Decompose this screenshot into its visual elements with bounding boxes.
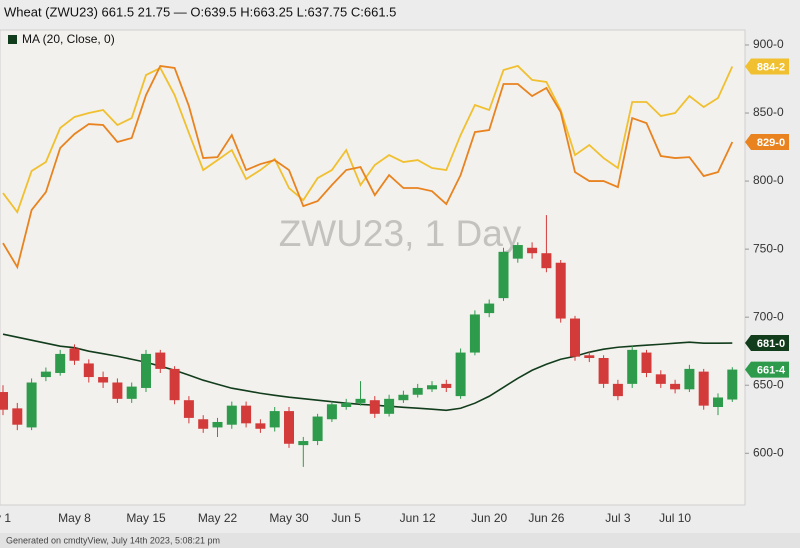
candle-body (298, 441, 309, 446)
x-tick-label: May 8 (58, 511, 91, 525)
last-value-box (745, 361, 789, 378)
candle-body (655, 374, 666, 384)
x-tick-label: Jul 3 (605, 511, 631, 525)
plot (0, 64, 738, 467)
last-value-label: 829-0 (757, 137, 785, 149)
candle-body (241, 405, 252, 424)
candle-body (98, 377, 109, 383)
candle-body (441, 383, 452, 388)
candle-body (212, 421, 223, 428)
candle-body (498, 251, 509, 299)
x-tick-label: y 1 (0, 511, 11, 525)
candle-body (527, 247, 538, 254)
legend-label: MA (20, Close, 0) (22, 32, 115, 46)
last-value-box (745, 134, 789, 151)
watermark: ZWU23, 1 Day (279, 213, 522, 254)
y-tick-label: 800-0 (753, 173, 784, 187)
candle-body (141, 353, 151, 388)
candle-body (155, 352, 166, 369)
candle-body (269, 411, 280, 428)
candle-body (198, 419, 209, 429)
last-value-label: 681-0 (757, 338, 785, 350)
candle-body (598, 358, 609, 384)
legend-swatch (8, 35, 17, 44)
chart-title: Wheat (ZWU23) 661.5 21.75 — O:639.5 H:66… (4, 4, 396, 19)
y-tick-label: 850-0 (753, 105, 784, 119)
candle-body (26, 382, 37, 428)
candle-body (341, 402, 352, 408)
candle-body (584, 355, 595, 359)
x-tick-label: May 22 (198, 511, 238, 525)
candle-body (713, 397, 723, 408)
candle-body (284, 411, 294, 444)
y-tick-label: 700-0 (753, 309, 784, 323)
line-series (2, 64, 734, 214)
footer: Generated on cmdtyView, July 14th 2023, … (6, 535, 220, 545)
last-value-box (745, 335, 789, 352)
candle-body (627, 349, 638, 384)
candle-body (69, 348, 80, 361)
last-value-label: 884-2 (757, 61, 785, 73)
candle-body (312, 416, 323, 442)
candle-body (570, 318, 580, 357)
candle-body (355, 398, 366, 403)
candle-body (555, 262, 566, 319)
candle-body (12, 408, 23, 425)
candle-body (40, 371, 51, 378)
candle-body (398, 394, 409, 401)
x-tick-label: Jun 20 (471, 511, 507, 525)
candle-body (684, 368, 695, 390)
candle-body (727, 369, 738, 400)
candle-body (326, 404, 337, 420)
y-tick-label: 600-0 (753, 445, 784, 459)
candle-body (469, 314, 480, 353)
candle-body (55, 353, 66, 373)
candle-body (0, 392, 8, 410)
y-tick-label: 650-0 (753, 377, 784, 391)
y-tick-label: 750-0 (753, 241, 784, 255)
candle-body (698, 371, 709, 406)
candle-body (126, 386, 137, 399)
x-tick-label: Jul 10 (659, 511, 691, 525)
candle-body (83, 363, 94, 378)
line-series (2, 64, 734, 270)
x-tick-label: May 15 (126, 511, 166, 525)
candle-body (384, 398, 395, 414)
candle-body (512, 245, 523, 259)
y-tick-label: 900-0 (753, 37, 784, 51)
candle-body (455, 352, 466, 397)
candle-body (670, 383, 681, 390)
plot-area (0, 29, 746, 506)
last-value-label: 661-4 (757, 364, 786, 376)
candle-body (412, 387, 423, 395)
footer-bar (0, 533, 800, 548)
x-tick-label: Jun 5 (332, 511, 362, 525)
last-value-box (745, 58, 789, 75)
candle-body (169, 368, 180, 401)
candle-body (612, 383, 623, 397)
candle-body (541, 253, 552, 269)
line-series (2, 333, 733, 412)
candle-body (112, 382, 123, 399)
candle-body (226, 405, 237, 425)
candle-body (427, 385, 437, 390)
candle-body (484, 303, 495, 314)
candle-body (183, 400, 194, 418)
x-tick-label: May 30 (269, 511, 309, 525)
candle-body (255, 423, 266, 429)
candle-body (369, 400, 380, 414)
x-tick-label: Jun 26 (528, 511, 564, 525)
candle-body (641, 352, 652, 373)
x-tick-label: Jun 12 (400, 511, 436, 525)
